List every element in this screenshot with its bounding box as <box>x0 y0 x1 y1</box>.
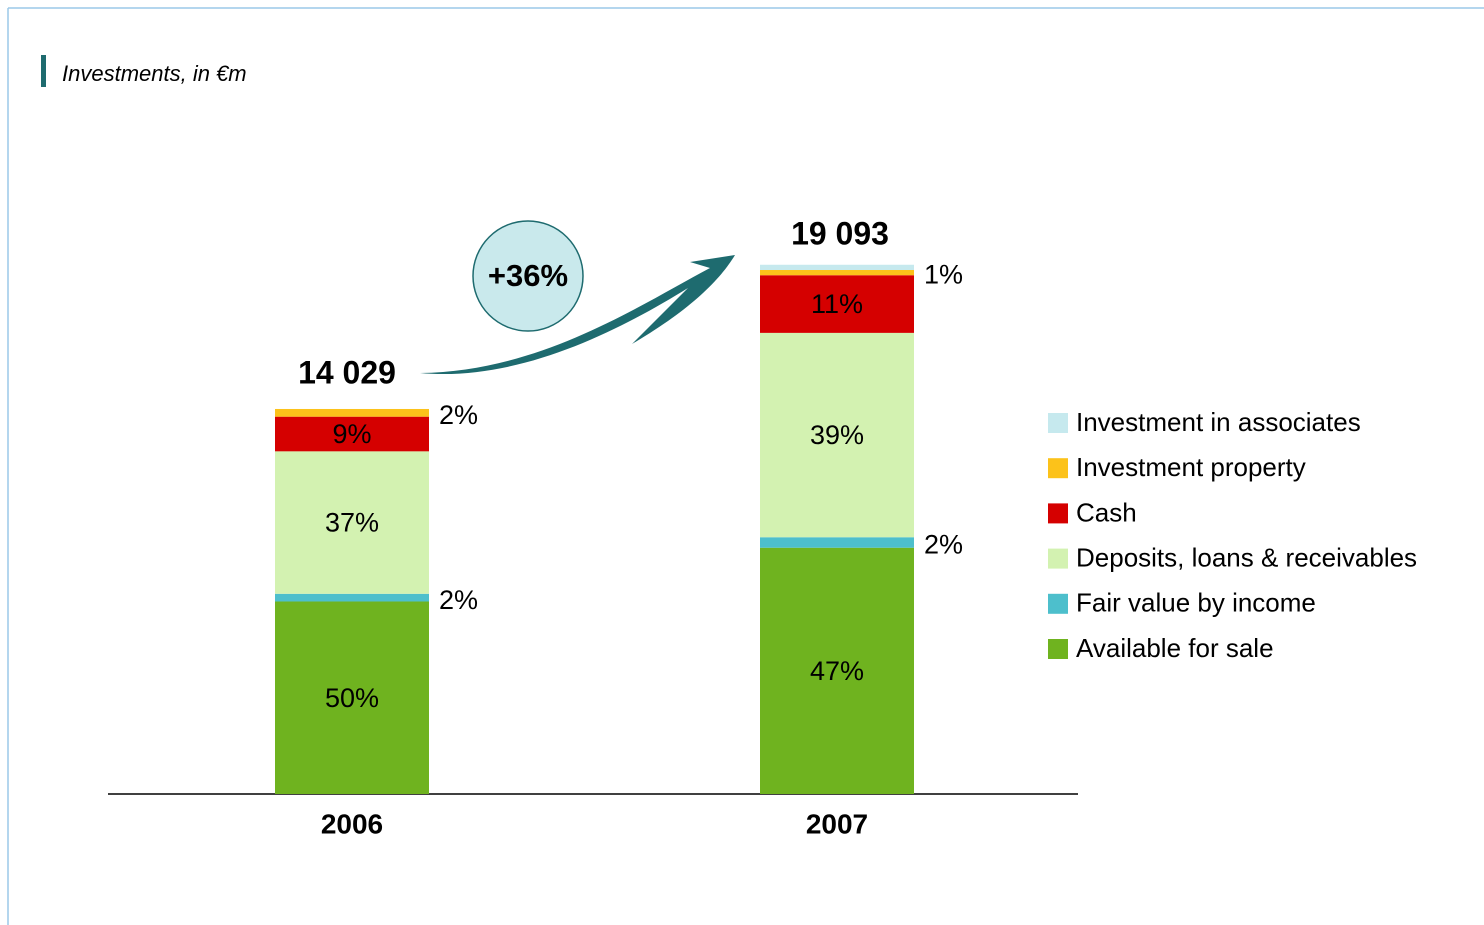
data-label: 39% <box>810 420 864 450</box>
legend-label: Investment in associates <box>1076 407 1361 437</box>
growth-label: +36% <box>488 258 568 293</box>
legend-swatch <box>1048 458 1068 479</box>
data-label: 2% <box>439 585 478 615</box>
total-label: 19 093 <box>791 215 889 251</box>
data-label: 2% <box>439 400 478 430</box>
bar-segment <box>275 451 429 594</box>
legend-label: Cash <box>1076 497 1137 527</box>
data-label: 47% <box>810 656 864 686</box>
total-label: 14 029 <box>298 354 396 390</box>
bar-segment <box>275 408 429 417</box>
legend-swatch <box>1048 413 1068 433</box>
bar-segment <box>760 275 914 333</box>
chart-title: Investments, in €m <box>62 61 247 86</box>
title-marker <box>41 55 46 87</box>
growth-badge <box>472 220 584 332</box>
legend-label: Fair value by income <box>1076 588 1316 618</box>
data-label: 1% <box>924 260 963 290</box>
legend-swatch <box>1048 639 1068 659</box>
data-label: 50% <box>325 683 379 713</box>
data-label: 37% <box>325 508 379 538</box>
bar-segment <box>275 601 429 794</box>
bar-segment <box>760 547 914 794</box>
bar-segment <box>275 593 429 602</box>
legend-label: Investment property <box>1076 452 1306 482</box>
legend-label: Available for sale <box>1076 633 1274 663</box>
x-tick-label: 2007 <box>806 808 868 839</box>
legend-swatch <box>1048 593 1068 614</box>
bar-segment <box>760 537 914 548</box>
data-label: 2% <box>924 530 963 560</box>
bar-segment <box>760 332 914 538</box>
bar-segment <box>760 264 914 270</box>
data-label: 11% <box>811 289 863 319</box>
legend-swatch <box>1048 503 1068 524</box>
x-tick-label: 2006 <box>321 808 383 839</box>
data-label: 9% <box>332 419 371 449</box>
growth-arrow <box>420 255 735 375</box>
legend-label: Deposits, loans & receivables <box>1076 542 1417 572</box>
bar-segment <box>275 416 429 452</box>
bar-segment <box>760 270 914 276</box>
legend-swatch <box>1048 548 1068 569</box>
